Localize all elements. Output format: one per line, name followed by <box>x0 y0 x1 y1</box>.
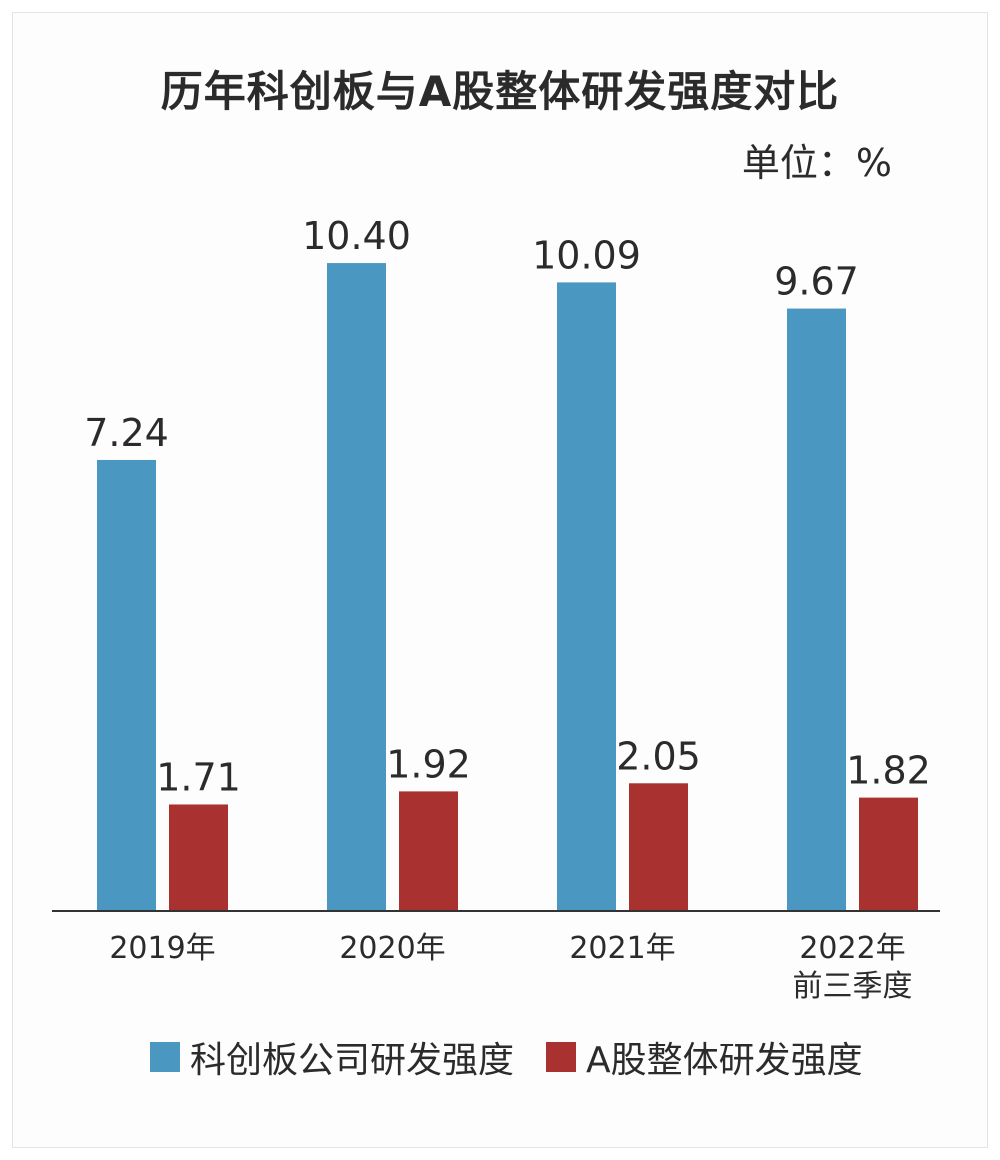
x-tick-label-1: 2020年 <box>339 931 445 966</box>
data-label-a-share-1: 1.92 <box>386 742 471 786</box>
legend-swatch-star-market <box>150 1042 180 1072</box>
legend-item-star-market: 科创板公司研发强度 <box>150 1032 514 1082</box>
chart-legend: 科创板公司研发强度 A股整体研发强度 <box>0 1032 1000 1082</box>
x-tick-label-2: 2021年 <box>569 931 675 966</box>
data-label-star-market-1: 10.40 <box>302 214 411 258</box>
bar-a-share-1 <box>399 791 458 911</box>
data-label-a-share-0: 1.71 <box>156 755 241 799</box>
unit-label: 单位：% <box>741 141 892 185</box>
bar-a-share-2 <box>629 783 688 911</box>
data-label-a-share-3: 1.82 <box>846 749 931 793</box>
chart-title: 历年科创板与A股整体研发强度对比 <box>160 67 840 116</box>
data-label-star-market-0: 7.24 <box>84 411 169 455</box>
bar-a-share-3 <box>859 797 918 911</box>
bar-a-share-0 <box>169 804 228 911</box>
data-label-a-share-2: 2.05 <box>616 734 701 778</box>
x-tick-label-3: 2022年前三季度 <box>793 931 913 1004</box>
legend-label-star-market: 科创板公司研发强度 <box>190 1040 515 1081</box>
x-tick-label-0: 2019年 <box>109 931 215 966</box>
data-label-star-market-2: 10.09 <box>532 233 641 277</box>
bar-star-market-0 <box>97 459 156 911</box>
data-label-star-market-3: 9.67 <box>774 260 859 304</box>
legend-item-a-share: A股整体研发强度 <box>546 1032 863 1082</box>
bar-star-market-1 <box>327 263 386 912</box>
legend-swatch-a-share <box>546 1042 576 1072</box>
bar-star-market-3 <box>787 308 846 912</box>
legend-label-a-share: A股整体研发强度 <box>586 1040 863 1081</box>
bar-star-market-2 <box>557 282 616 911</box>
